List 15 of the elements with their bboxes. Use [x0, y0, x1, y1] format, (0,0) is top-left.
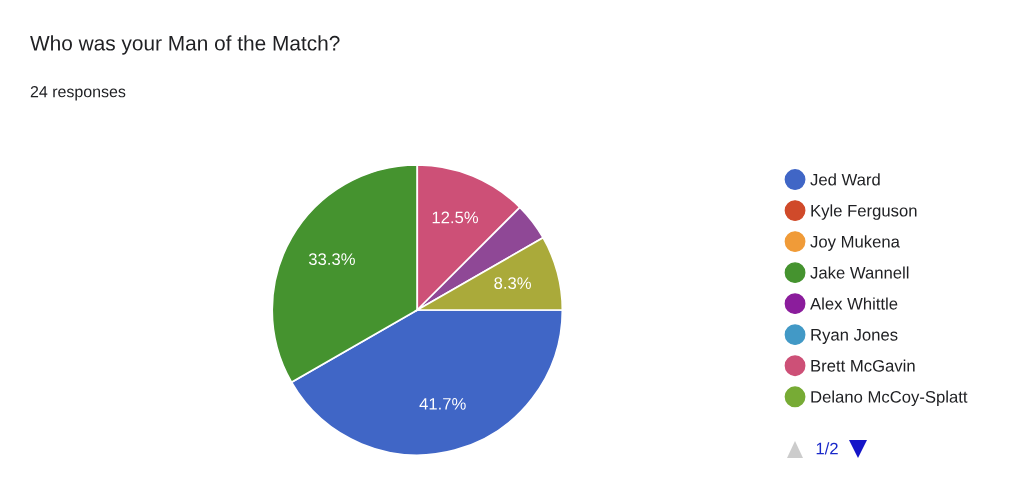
- legend-label: Brett McGavin: [811, 359, 915, 372]
- data-label: 8.3%: [494, 277, 531, 290]
- legend-label: Alex Whittle: [810, 297, 898, 310]
- text: 1/2: [816, 442, 838, 455]
- legend-label: Joy Mukena: [810, 235, 900, 251]
- data-label: 41.7%: [419, 398, 466, 410]
- data-label: 12.5%: [432, 211, 479, 224]
- legend-label: Kyle Ferguson: [811, 204, 917, 220]
- data-label: 33.3%: [308, 253, 355, 266]
- legend-label: Jake Wannell: [810, 266, 909, 279]
- legend-label: Jed Ward: [810, 173, 880, 186]
- chart-title: Who was your Man of the Match?: [30, 35, 340, 55]
- legend-label: Ryan Jones: [811, 329, 898, 344]
- text: 24 responses: [30, 85, 126, 101]
- legend-label: Delano McCoy-Splatt: [811, 390, 968, 407]
